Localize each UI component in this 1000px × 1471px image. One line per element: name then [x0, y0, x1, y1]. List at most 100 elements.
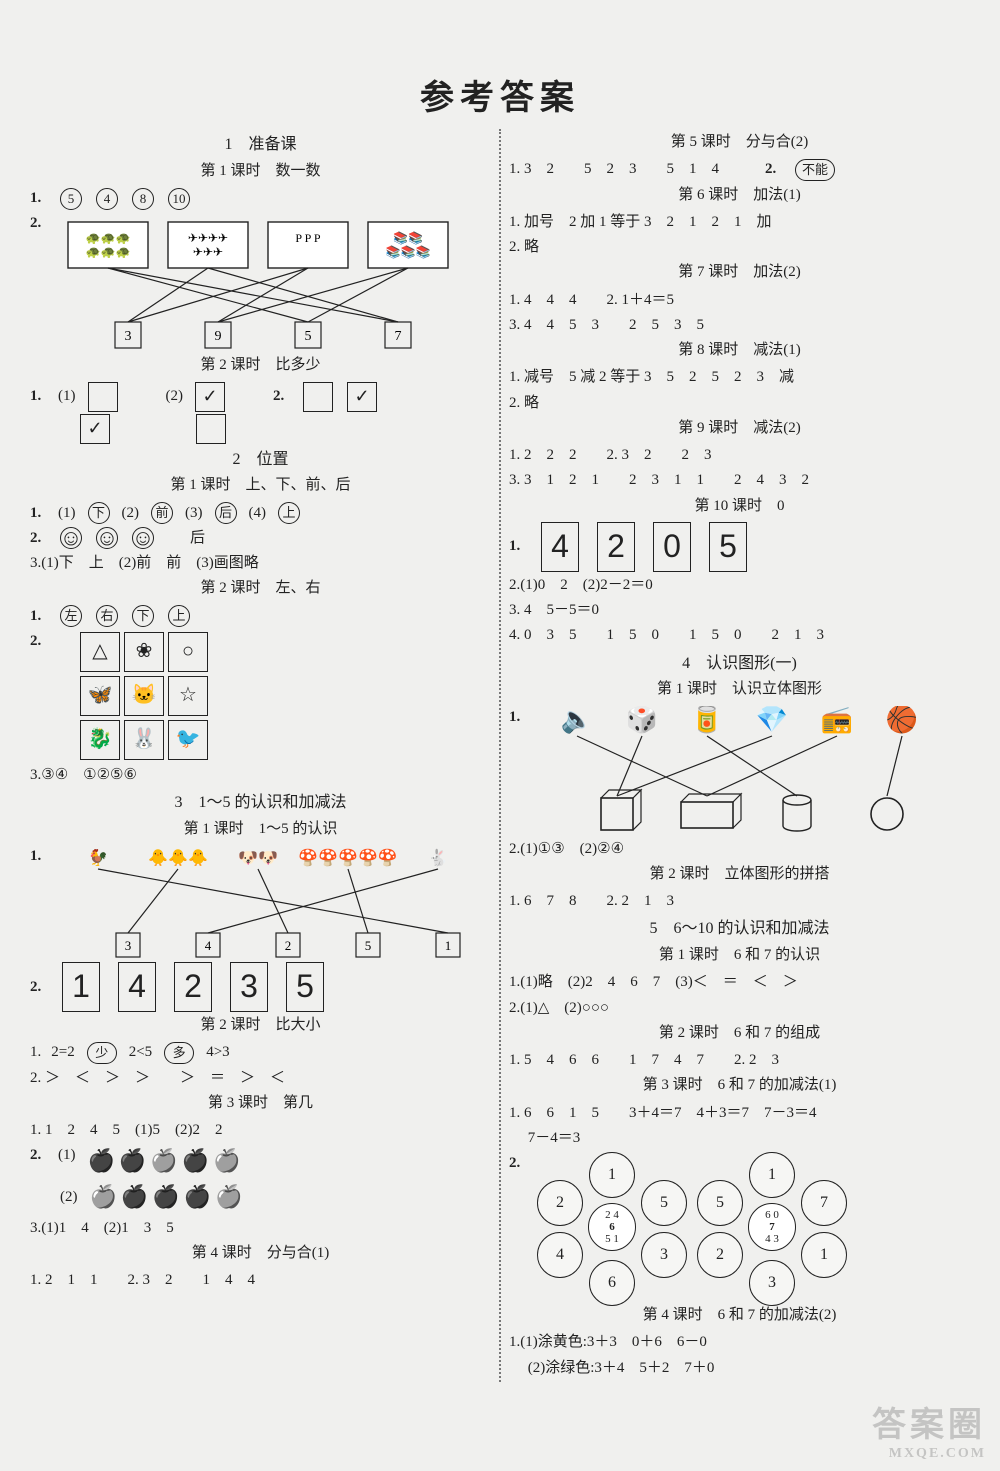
grid-cell: 🐦 [168, 720, 208, 760]
digit-box: 2 [174, 962, 212, 1012]
lr-q2: 2. △❀○🦋🐱☆🐉🐰🐦 [30, 630, 491, 762]
svg-text:🍄🍄🍄🍄🍄: 🍄🍄🍄🍄🍄 [298, 848, 398, 867]
svg-text:🐥🐥🐥: 🐥🐥🐥 [148, 848, 208, 867]
digit-box: 5 [286, 962, 324, 1012]
oval-ans: 多 [164, 1042, 194, 1064]
section-3-sub3: 第 3 课时 第几 [30, 1092, 491, 1115]
flower-petal: 4 [537, 1232, 583, 1278]
flower-petal: 1 [589, 1152, 635, 1198]
r-sub8: 第 8 课时 减法(1) [509, 339, 970, 362]
tick-box [196, 414, 226, 444]
svg-text:4: 4 [205, 938, 212, 953]
grid-cell: △ [80, 632, 120, 672]
dj-q3: 3.(1)1 4 (2)1 3 5 [30, 1217, 491, 1240]
apple-icon: 🍎 [88, 1148, 115, 1173]
m15-match: 1. 🐓🐥🐥🐥🐶🐶🍄🍄🍄🍄🍄🐇 34251 [30, 845, 491, 960]
section-5-sub1: 第 1 课时 6 和 7 的认识 [509, 944, 970, 967]
section-4-sub2: 第 2 课时 立体图形的拼搭 [509, 863, 970, 886]
q1-circles: 1. 5 4 8 10 [30, 187, 491, 210]
r9-q1: 1. 2 2 2 2. 3 2 2 3 [509, 444, 970, 467]
grid-cell: 🦋 [80, 676, 120, 716]
apple-icon: 🍎 [152, 1184, 179, 1209]
svg-text:P P P: P P P [295, 231, 320, 245]
text: 后 [190, 527, 205, 550]
svg-text:5: 5 [365, 938, 372, 953]
r10-q3: 3. 4 5－5＝0 [509, 599, 970, 622]
tick-box [88, 382, 118, 412]
fh-q1: 1. 2 1 1 2. 3 2 1 4 4 [30, 1269, 491, 1292]
grid-cell: ☆ [168, 676, 208, 716]
svg-text:🐓: 🐓 [88, 848, 108, 867]
circled-ans: 左 [60, 605, 82, 627]
cmp-q1: 1.(1) (2) ✓ 2. ✓ [30, 382, 491, 412]
svg-text:💎: 💎 [756, 706, 788, 734]
circled-num: 10 [168, 188, 190, 210]
pos-q3: 3.(1)下 上 (2)前 前 (3)画图略 [30, 552, 491, 575]
section-3-sub2: 第 2 课时 比大小 [30, 1014, 491, 1037]
tick-box: ✓ [195, 382, 225, 412]
s5-q2: 2.(1)△ (2)○○○ [509, 997, 970, 1020]
circled-num: 4 [96, 188, 118, 210]
digit-box: 2 [597, 522, 635, 572]
solid-svg: 🔈🎲🥫💎📻🏀 [537, 706, 957, 836]
match15-svg: 🐓🐥🐥🐥🐶🐶🍄🍄🍄🍄🍄🐇 34251 [58, 845, 478, 960]
circled-ans: 前 [151, 502, 173, 524]
solid-match: 1. 🔈🎲🥫💎📻🏀 [509, 706, 970, 836]
apple-icon: 🍎 [184, 1184, 211, 1209]
pos-q2: 2. ☺ ☺ ☺ 后 [30, 527, 491, 550]
digit-box: 1 [62, 962, 100, 1012]
digit-box: 5 [709, 522, 747, 572]
section-3-title: 3 1～5 的认识和加减法 [30, 791, 491, 816]
flower-petal: 3 [749, 1260, 795, 1306]
svg-text:2: 2 [285, 938, 292, 953]
tick-box [303, 382, 333, 412]
section-5-title: 5 6～10 的认识和加减法 [509, 917, 970, 942]
s5-3-q1a: 1. 6 6 1 5 3＋4＝7 4＋3＝7 7－3＝4 [509, 1102, 970, 1125]
r6-q1: 1. 加号 2 加 1 等于 3 2 1 2 1 加 [509, 211, 970, 234]
svg-text:✈✈✈✈✈✈✈: ✈✈✈✈✈✈✈ [188, 231, 228, 259]
svg-text:📻: 📻 [821, 706, 853, 734]
flower-petal: 3 [641, 1232, 687, 1278]
r-sub7: 第 7 课时 加法(2) [509, 261, 970, 284]
section-2-sub2: 第 2 课时 左、右 [30, 577, 491, 600]
svg-text:3: 3 [125, 938, 132, 953]
flower-petal: 1 [801, 1232, 847, 1278]
r-sub5: 第 5 课时 分与合(2) [509, 131, 970, 154]
lr-q3: 3.③④ ①②⑤⑥ [30, 764, 491, 787]
lr-q1: 1. 左 右 下 上 [30, 605, 491, 628]
oval-ans: 不能 [795, 159, 835, 181]
apple-icon: 🍎 [90, 1184, 117, 1209]
face-icon: ☺ [96, 527, 118, 549]
r-sub6: 第 6 课时 加法(1) [509, 184, 970, 207]
r9-q3: 3. 3 1 2 1 2 3 1 1 2 4 3 2 [509, 469, 970, 492]
circled-ans: 后 [215, 502, 237, 524]
svg-text:🐶🐶: 🐶🐶 [238, 850, 278, 867]
s5-3-q2: 2. 1536422 465 1 1713256 074 3 [509, 1152, 970, 1302]
face-icon: ☺ [132, 527, 154, 549]
digit-box: 4 [541, 522, 579, 572]
section-4-title: 4 认识图形(一) [509, 652, 970, 677]
section-3-sub4: 第 4 课时 分与合(1) [30, 1242, 491, 1265]
svg-text:🥫: 🥫 [691, 706, 723, 734]
r7-q3: 3. 4 4 5 3 2 5 3 5 [509, 314, 970, 337]
cmp-line2: 2. ＞ ＜ ＞ ＞ ＞ ＝ ＞ ＜ [30, 1067, 491, 1090]
flower-center: 2 465 1 [588, 1203, 636, 1251]
apple-icon: 🍎 [119, 1148, 146, 1173]
grid-cell: ○ [168, 632, 208, 672]
s5-3-q1b: 7－4＝3 [509, 1127, 970, 1150]
r10-q1: 1. 4 2 0 5 [509, 522, 970, 572]
apple-icon: 🍎 [213, 1148, 240, 1173]
section-3-sub1: 第 1 课时 1～5 的认识 [30, 818, 491, 841]
circled-ans: 下 [132, 605, 154, 627]
column-divider [499, 129, 501, 1382]
section-4-sub1: 第 1 课时 认识立体图形 [509, 678, 970, 701]
circled-ans: 上 [278, 502, 300, 524]
svg-text:9: 9 [215, 329, 222, 344]
tick-box: ✓ [80, 414, 110, 444]
circled-num: 8 [132, 188, 154, 210]
section-2-sub1: 第 1 课时 上、下、前、后 [30, 474, 491, 497]
dj-q2b: (2)🍎🍎🍎🍎🍎 [60, 1180, 491, 1214]
svg-text:1: 1 [445, 938, 452, 953]
page-title: 参考答案 [30, 70, 970, 119]
digit-box: 3 [230, 962, 268, 1012]
